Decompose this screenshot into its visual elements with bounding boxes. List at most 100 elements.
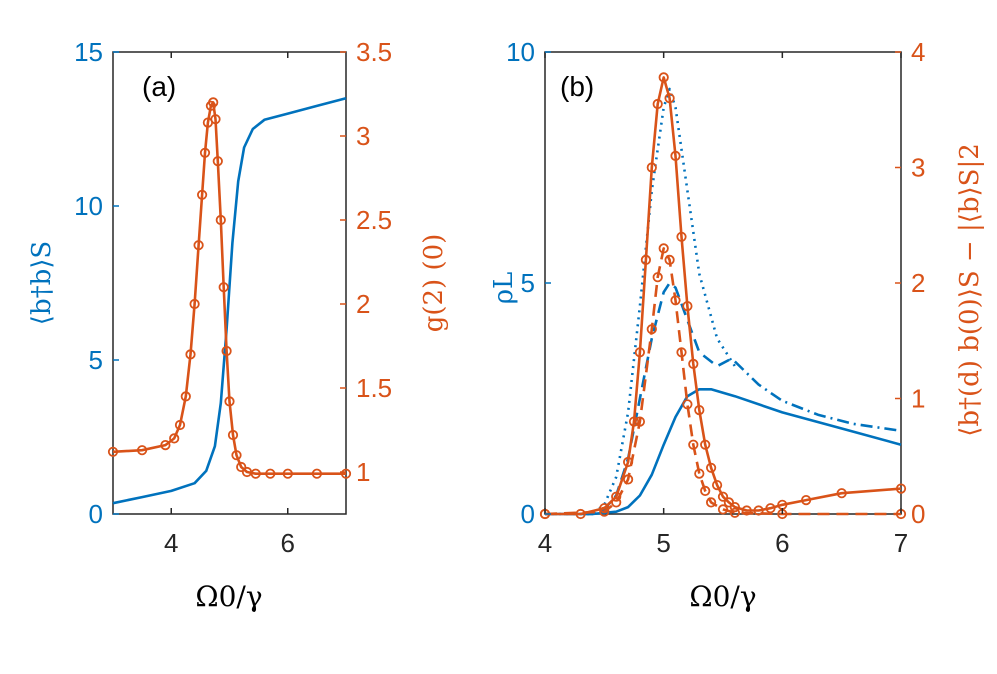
left-y-tick-label: 15 <box>74 37 103 67</box>
panel-a-series-1-marker <box>160 439 171 451</box>
panel-b-series-4-marker <box>688 358 699 369</box>
panel-b-label: (b) <box>560 71 594 102</box>
panel-a-left-y-axis-label: ⟨b†b⟩S <box>27 241 57 325</box>
panel-b-series-4-marker <box>717 491 729 502</box>
panel-a-series-1-marker <box>180 391 191 402</box>
panel-b-series-4-marker <box>676 231 687 242</box>
panel-b-series-4-marker <box>836 488 847 499</box>
x-tick-label: 7 <box>894 528 908 558</box>
panel-b-x-axis-label: Ω0/γ <box>689 580 756 613</box>
panel-b-series-5-marker <box>664 254 675 265</box>
panel-a-series-1-marker <box>215 214 226 226</box>
left-y-tick-label: 10 <box>506 37 535 67</box>
panel-b-series-5-marker <box>646 324 657 335</box>
panel-b-series-5-marker <box>611 497 622 508</box>
panel-b-series-4-marker <box>634 347 646 358</box>
panel-b-series-5-marker <box>658 243 669 254</box>
panel-b-series-5-marker <box>682 399 693 410</box>
panel-b-series-4-marker <box>652 98 663 110</box>
panel-b-series-4-marker <box>741 505 752 516</box>
x-tick-label: 4 <box>538 528 552 558</box>
left-y-tick-label: 5 <box>89 345 103 375</box>
panel-b-series-0-line <box>545 387 902 516</box>
right-y-tick-label: 2 <box>911 268 925 298</box>
right-y-tick-label: 1.5 <box>356 373 392 403</box>
panel-b-series-4-marker <box>705 462 717 473</box>
panel-a-series-1-marker <box>185 349 196 360</box>
left-y-tick-label: 10 <box>74 191 103 221</box>
panel-a-ticks: 4 6 0 5 10 15 1 1.5 2 2.5 3 3.5 <box>74 37 392 558</box>
panel-a-series-1-marker <box>340 468 352 479</box>
panel-a-series-1-marker <box>199 147 211 158</box>
panel-b-series-5-marker <box>729 507 741 518</box>
panel-a-series-1-marker <box>137 445 148 456</box>
panel-b-series-5-marker <box>634 416 646 427</box>
panel-b-series-5-marker <box>688 439 699 450</box>
panel-b-series-3-line <box>733 360 902 433</box>
panel-b-series-4-marker <box>700 439 711 450</box>
panel-a-series-1-marker <box>236 461 247 473</box>
panel-a-series-1-marker <box>107 446 119 457</box>
panel-b-series-4-marker <box>640 254 652 265</box>
panel-a-series-1-marker <box>231 450 242 461</box>
panel-b-series-5-marker <box>700 485 711 496</box>
panel-b-series-2-line <box>545 87 736 516</box>
panel-b-series-5-marker <box>599 506 610 517</box>
panel-a-series-1-marker <box>208 97 219 108</box>
panel-b-series-4-marker <box>575 508 586 520</box>
right-y-tick-label: 1 <box>356 457 370 487</box>
panel-b-series-4-marker <box>711 479 723 491</box>
panel-b-series-4-marker <box>646 162 657 173</box>
panel-b-series-4-line <box>545 76 902 516</box>
panel-b-plot-area <box>539 72 907 520</box>
left-y-tick-label: 0 <box>89 499 103 529</box>
panel-b-series-5-marker <box>717 504 729 515</box>
panel-a-series-0-line <box>112 96 347 505</box>
panel-b-series-4-marker <box>765 503 776 514</box>
panel-a-series-1-marker <box>227 429 239 441</box>
right-y-tick-label: 3 <box>356 121 370 151</box>
panel-a-series-1-marker <box>218 282 229 293</box>
panel-a-series-1-marker <box>169 433 180 444</box>
panel-a-series-1-marker <box>189 298 200 310</box>
panel-a-series-1-marker <box>250 468 261 479</box>
panel-a-series-1-marker <box>197 189 208 200</box>
panel-b-series-4-marker <box>682 300 693 312</box>
panel-b-series-5-marker <box>694 468 705 479</box>
right-y-tick-label: 4 <box>911 37 925 67</box>
panel-b-left-y-axis-label: ρL <box>489 272 519 305</box>
panel-b-series-4-marker <box>729 501 741 513</box>
panel-a-series-1-marker <box>311 468 322 479</box>
panel-b-series-4-marker <box>658 72 669 83</box>
right-y-tick-label: 3.5 <box>356 37 392 67</box>
panel-b-series-4-marker <box>694 404 705 416</box>
x-tick-label: 6 <box>281 528 295 558</box>
panel-b-series-5-marker <box>622 474 634 485</box>
left-y-tick-label: 5 <box>521 268 535 298</box>
panel-a-label: (a) <box>142 71 176 102</box>
panel-a-series-1-marker <box>282 468 293 479</box>
panel-b-series-5-marker <box>652 272 663 283</box>
right-y-tick-label: 2 <box>356 289 370 319</box>
panel-b-series-1-line <box>545 281 736 516</box>
right-y-tick-label: 3 <box>911 153 925 183</box>
x-tick-label: 4 <box>164 528 178 558</box>
panel-b-series-4-marker <box>670 150 681 161</box>
panel-a-series-1-line <box>112 101 346 476</box>
panel-b-axes-box <box>544 51 902 515</box>
panel-a-series-1-marker <box>174 419 186 431</box>
panel-a-series-1-marker <box>210 114 221 125</box>
panel-b-series-5-line <box>544 247 901 516</box>
panel-b-series-4-marker <box>895 483 907 494</box>
right-y-tick-label: 2.5 <box>356 205 392 235</box>
left-y-tick-label: 0 <box>521 499 535 529</box>
panel-a-series-1-marker <box>193 240 204 251</box>
panel-a-axes-box <box>112 51 347 515</box>
panel-a-series-1-marker <box>224 396 235 407</box>
panel-a-plot-area <box>107 96 352 505</box>
panel-b-series-4-marker <box>628 416 640 427</box>
panel-a-series-1-marker <box>265 468 276 479</box>
right-y-tick-label: 1 <box>911 384 925 414</box>
